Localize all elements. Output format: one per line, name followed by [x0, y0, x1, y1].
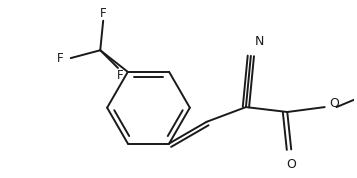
- Text: N: N: [255, 35, 264, 48]
- Text: F: F: [100, 7, 106, 20]
- Text: O: O: [286, 158, 296, 171]
- Text: F: F: [117, 69, 123, 82]
- Text: F: F: [57, 52, 64, 65]
- Text: O: O: [330, 97, 340, 110]
